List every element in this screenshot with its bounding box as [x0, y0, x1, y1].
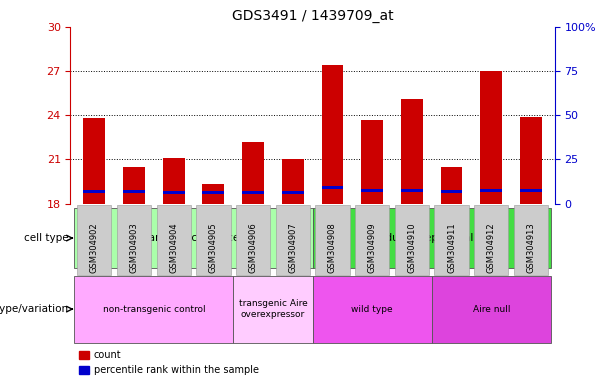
Text: medullary epithelial cell: medullary epithelial cell	[369, 233, 495, 243]
Text: GSM304902: GSM304902	[90, 222, 99, 273]
Bar	[481, 71, 502, 204]
Text: GSM304911: GSM304911	[447, 222, 456, 273]
Text: GSM304909: GSM304909	[368, 222, 376, 273]
Text: pancreatic beta cell: pancreatic beta cell	[142, 233, 245, 243]
Bar	[441, 190, 462, 193]
Text: cell type: cell type	[24, 233, 69, 243]
Text: non-transgenic control: non-transgenic control	[102, 305, 205, 314]
Bar	[202, 184, 224, 204]
Bar	[242, 191, 264, 194]
Bar	[481, 189, 502, 192]
Text: GSM304903: GSM304903	[129, 222, 139, 273]
Bar	[163, 158, 185, 204]
Title: GDS3491 / 1439709_at: GDS3491 / 1439709_at	[232, 9, 394, 23]
Bar	[401, 189, 423, 192]
Text: GSM304906: GSM304906	[249, 222, 257, 273]
Text: wild type: wild type	[351, 305, 393, 314]
Bar	[322, 65, 343, 204]
Bar	[361, 189, 383, 192]
Bar	[282, 191, 303, 194]
Bar	[520, 117, 542, 204]
FancyBboxPatch shape	[432, 276, 551, 343]
FancyBboxPatch shape	[313, 276, 432, 343]
Legend: count, percentile rank within the sample: count, percentile rank within the sample	[75, 346, 263, 379]
Bar	[83, 190, 105, 193]
Bar	[123, 190, 145, 193]
FancyBboxPatch shape	[313, 208, 551, 268]
FancyBboxPatch shape	[74, 208, 313, 268]
FancyBboxPatch shape	[74, 276, 233, 343]
Text: transgenic Aire
overexpressor: transgenic Aire overexpressor	[238, 300, 307, 319]
Bar	[520, 189, 542, 192]
Text: GSM304908: GSM304908	[328, 222, 337, 273]
Text: GSM304913: GSM304913	[527, 222, 535, 273]
Bar	[202, 191, 224, 194]
Bar	[83, 118, 105, 204]
Text: GSM304912: GSM304912	[487, 222, 496, 273]
Text: GSM304904: GSM304904	[169, 222, 178, 273]
Bar	[242, 142, 264, 204]
FancyBboxPatch shape	[233, 276, 313, 343]
Text: Aire null: Aire null	[473, 305, 510, 314]
Bar	[282, 159, 303, 204]
Text: genotype/variation: genotype/variation	[0, 304, 69, 314]
Bar	[441, 167, 462, 204]
Bar	[322, 185, 343, 189]
Bar	[163, 191, 185, 194]
Bar	[123, 167, 145, 204]
Text: GSM304907: GSM304907	[288, 222, 297, 273]
Bar	[401, 99, 423, 204]
Text: GSM304910: GSM304910	[408, 222, 416, 273]
Text: GSM304905: GSM304905	[209, 222, 218, 273]
Bar	[361, 120, 383, 204]
